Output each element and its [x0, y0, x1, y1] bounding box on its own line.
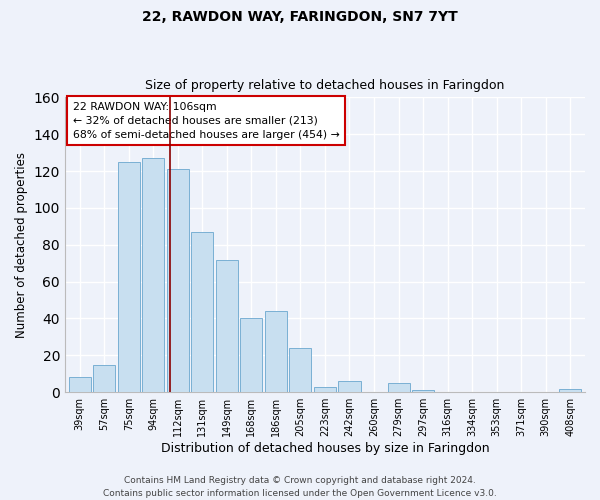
Bar	[559, 388, 581, 392]
Bar	[388, 383, 410, 392]
Bar	[314, 386, 336, 392]
Bar	[167, 169, 189, 392]
Bar	[142, 158, 164, 392]
Bar	[93, 364, 115, 392]
Bar	[338, 381, 361, 392]
Bar	[118, 162, 140, 392]
Text: Contains HM Land Registry data © Crown copyright and database right 2024.
Contai: Contains HM Land Registry data © Crown c…	[103, 476, 497, 498]
Bar	[68, 378, 91, 392]
Text: 22, RAWDON WAY, FARINGDON, SN7 7YT: 22, RAWDON WAY, FARINGDON, SN7 7YT	[142, 10, 458, 24]
X-axis label: Distribution of detached houses by size in Faringdon: Distribution of detached houses by size …	[161, 442, 489, 455]
Title: Size of property relative to detached houses in Faringdon: Size of property relative to detached ho…	[145, 79, 505, 92]
Bar	[289, 348, 311, 392]
Bar	[241, 318, 262, 392]
Bar	[216, 260, 238, 392]
Bar	[412, 390, 434, 392]
Bar	[265, 311, 287, 392]
Bar	[191, 232, 214, 392]
Y-axis label: Number of detached properties: Number of detached properties	[15, 152, 28, 338]
Text: 22 RAWDON WAY: 106sqm
← 32% of detached houses are smaller (213)
68% of semi-det: 22 RAWDON WAY: 106sqm ← 32% of detached …	[73, 102, 340, 140]
